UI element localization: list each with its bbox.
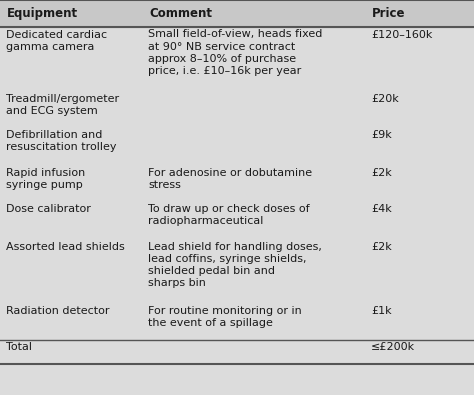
Text: Price: Price bbox=[372, 7, 406, 20]
Text: Equipment: Equipment bbox=[7, 7, 78, 20]
Text: ≤£200k: ≤£200k bbox=[371, 342, 415, 352]
Text: Defibrillation and
resuscitation trolley: Defibrillation and resuscitation trolley bbox=[6, 130, 117, 152]
Text: £120–160k: £120–160k bbox=[371, 30, 432, 40]
Text: For routine monitoring or in
the event of a spillage: For routine monitoring or in the event o… bbox=[148, 305, 302, 327]
Text: For adenosine or dobutamine
stress: For adenosine or dobutamine stress bbox=[148, 167, 312, 190]
Text: £2k: £2k bbox=[371, 167, 392, 177]
Text: Radiation detector: Radiation detector bbox=[6, 305, 109, 316]
Text: £20k: £20k bbox=[371, 94, 399, 103]
Text: £9k: £9k bbox=[371, 130, 392, 141]
Text: Total: Total bbox=[6, 342, 32, 352]
Text: £2k: £2k bbox=[371, 241, 392, 252]
Text: Dose calibrator: Dose calibrator bbox=[6, 205, 91, 214]
Text: Dedicated cardiac
gamma camera: Dedicated cardiac gamma camera bbox=[6, 30, 107, 51]
Bar bbox=[0, 0, 474, 27]
Text: £1k: £1k bbox=[371, 305, 392, 316]
Text: To draw up or check doses of
radiopharmaceutical: To draw up or check doses of radiopharma… bbox=[148, 205, 310, 226]
Text: Treadmill/ergometer
and ECG system: Treadmill/ergometer and ECG system bbox=[6, 94, 119, 115]
Text: Comment: Comment bbox=[149, 7, 212, 20]
Text: £4k: £4k bbox=[371, 205, 392, 214]
Text: Small field-of-view, heads fixed
at 90° NB service contract
approx 8–10% of purc: Small field-of-view, heads fixed at 90° … bbox=[148, 30, 323, 75]
Text: Rapid infusion
syringe pump: Rapid infusion syringe pump bbox=[6, 167, 85, 190]
Text: Assorted lead shields: Assorted lead shields bbox=[6, 241, 125, 252]
Text: Lead shield for handling doses,
lead coffins, syringe shields,
shielded pedal bi: Lead shield for handling doses, lead cof… bbox=[148, 241, 322, 288]
